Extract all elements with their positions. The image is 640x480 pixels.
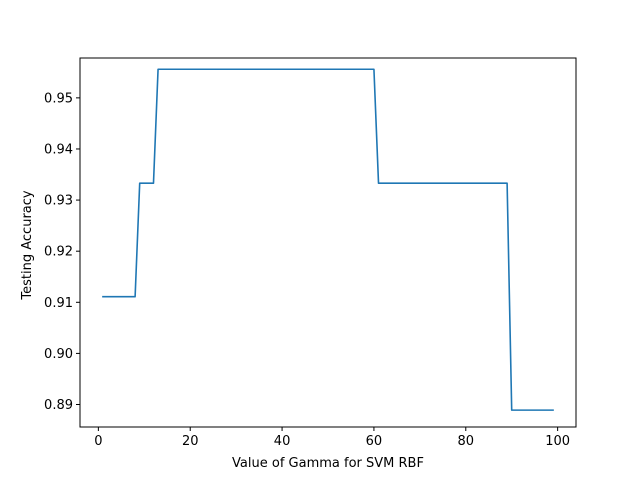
x-tick-label-0: 0 bbox=[94, 434, 102, 449]
y-tick-label-5: 0.94 bbox=[44, 142, 73, 157]
x-tick-label-40: 40 bbox=[274, 434, 291, 449]
y-tick-label-0: 0.89 bbox=[44, 398, 73, 413]
x-tick-label-80: 80 bbox=[458, 434, 475, 449]
y-tick-label-6: 0.95 bbox=[44, 91, 73, 106]
x-tick-label-100: 100 bbox=[545, 434, 570, 449]
series-line-0 bbox=[102, 68, 554, 411]
plot-frame bbox=[79, 57, 577, 428]
x-axis-label: Value of Gamma for SVM RBF bbox=[232, 456, 424, 471]
y-tick-label-3: 0.92 bbox=[44, 245, 73, 260]
x-tick-label-20: 20 bbox=[182, 434, 199, 449]
y-tick-label-2: 0.91 bbox=[44, 296, 73, 311]
y-tick-label-4: 0.93 bbox=[44, 194, 73, 209]
x-tick-label-60: 60 bbox=[366, 434, 383, 449]
y-axis-label: Testing Accuracy bbox=[20, 190, 35, 300]
y-tick-label-1: 0.90 bbox=[44, 347, 73, 362]
